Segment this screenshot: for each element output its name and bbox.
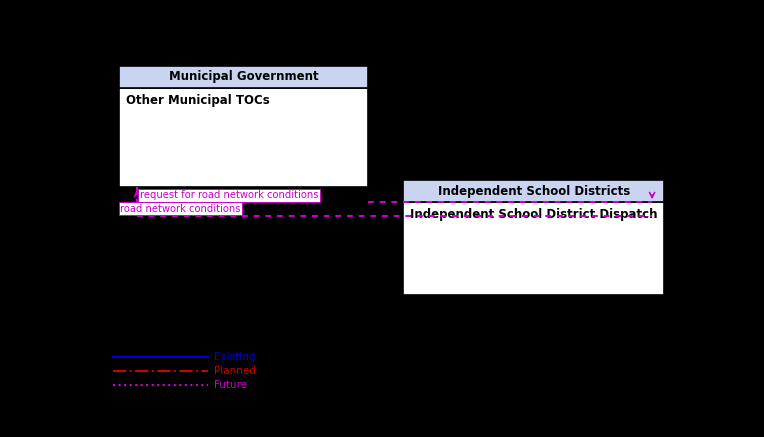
Bar <box>119 66 368 88</box>
Text: Existing: Existing <box>214 352 255 362</box>
Text: Independent School District Dispatch: Independent School District Dispatch <box>410 208 658 221</box>
Text: Municipal Government: Municipal Government <box>169 70 319 83</box>
Text: Other Municipal TOCs: Other Municipal TOCs <box>126 94 270 107</box>
Bar <box>403 180 664 202</box>
Bar <box>403 202 664 295</box>
Text: road network conditions: road network conditions <box>121 204 241 214</box>
Bar <box>119 88 368 187</box>
Text: Independent School Districts: Independent School Districts <box>438 185 630 198</box>
Text: request for road network conditions: request for road network conditions <box>140 190 319 200</box>
Text: Future: Future <box>214 380 247 390</box>
Text: Planned: Planned <box>214 366 256 376</box>
